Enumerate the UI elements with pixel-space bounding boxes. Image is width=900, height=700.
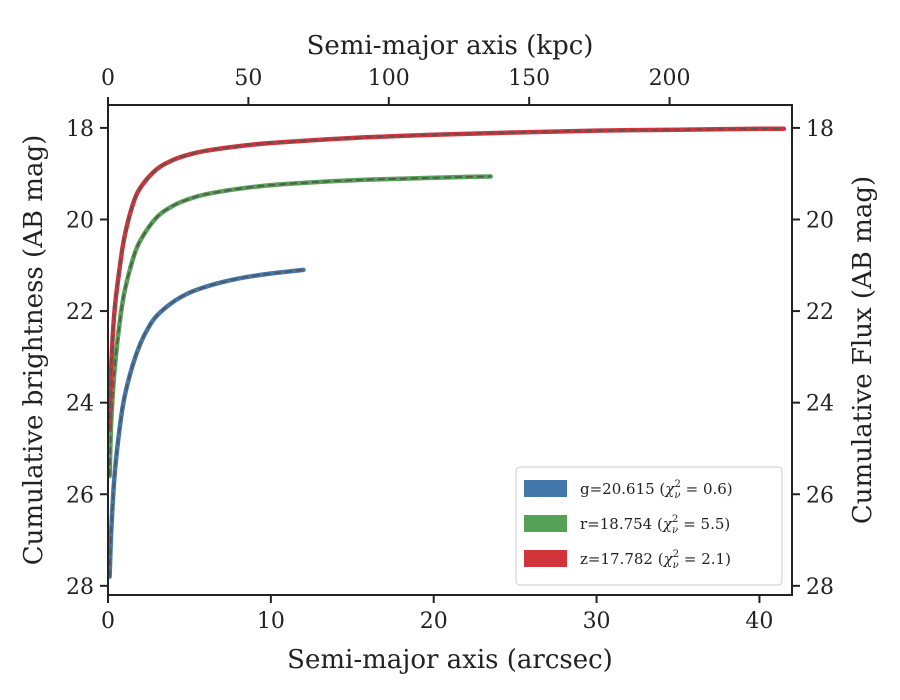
y-tick-label: 20 [66, 208, 94, 233]
y2-tick-label: 22 [806, 300, 834, 325]
series-model-line-g [108, 268, 304, 577]
y2-tick-label: 24 [806, 392, 834, 417]
ticks-layer: 0 10 20 30 40 0 50 100 150 200 18 18 20 20 22 22 24 24 26 2… [66, 66, 834, 634]
y-tick-label: 22 [66, 300, 94, 325]
y-tick-label: 28 [66, 575, 94, 600]
legend-box [515, 466, 783, 586]
y-tick-label: 26 [66, 483, 94, 508]
y2-tick-label: 20 [806, 208, 834, 233]
legend: g=20.615 (χν2 = 0.6) r=18.754 (χν2 = 5.5)… [515, 466, 783, 586]
x2-tick-label: 50 [234, 66, 262, 91]
x2-tick-label: 150 [508, 66, 550, 91]
legend-swatch-g [524, 480, 567, 497]
y2-tick-label: 26 [806, 483, 834, 508]
plot-frame [107, 104, 793, 596]
y2-tick-label: 18 [806, 117, 834, 142]
x-tick-label: 40 [745, 609, 773, 634]
series-layer [107, 126, 787, 579]
right-axis-title: Cumulative Flux (AB mag) [848, 176, 878, 524]
legend-swatch-z [524, 550, 567, 567]
series-model-line-z [108, 127, 784, 431]
y2-tick-label: 28 [806, 575, 834, 600]
left-axis-title: Cumulative brightness (AB mag) [19, 135, 49, 566]
legend-label-g: g=20.615 (χν2 = 0.6) [580, 479, 733, 501]
x2-tick-label: 200 [649, 66, 691, 91]
legend-label-z: z=17.782 (χν2 = 2.1) [580, 549, 731, 571]
series-line-r [107, 174, 493, 479]
legend-label-r: r=18.754 (χν2 = 5.5) [580, 514, 730, 536]
x-tick-label: 10 [257, 609, 285, 634]
x-tick-label: 20 [420, 609, 448, 634]
series-line-z [107, 126, 787, 433]
x2-tick-label: 0 [101, 66, 115, 91]
series-line-g [107, 267, 306, 579]
x-tick-label: 30 [583, 609, 611, 634]
bottom-axis-title: Semi-major axis (arcsec) [287, 645, 613, 675]
y-tick-label: 24 [66, 392, 94, 417]
y-tick-label: 18 [66, 117, 94, 142]
x-tick-label: 0 [101, 609, 115, 634]
legend-swatch-r [524, 515, 567, 532]
series-model-line-r [108, 175, 491, 476]
x2-tick-label: 100 [368, 66, 410, 91]
top-axis-title: Semi-major axis (kpc) [307, 31, 594, 61]
